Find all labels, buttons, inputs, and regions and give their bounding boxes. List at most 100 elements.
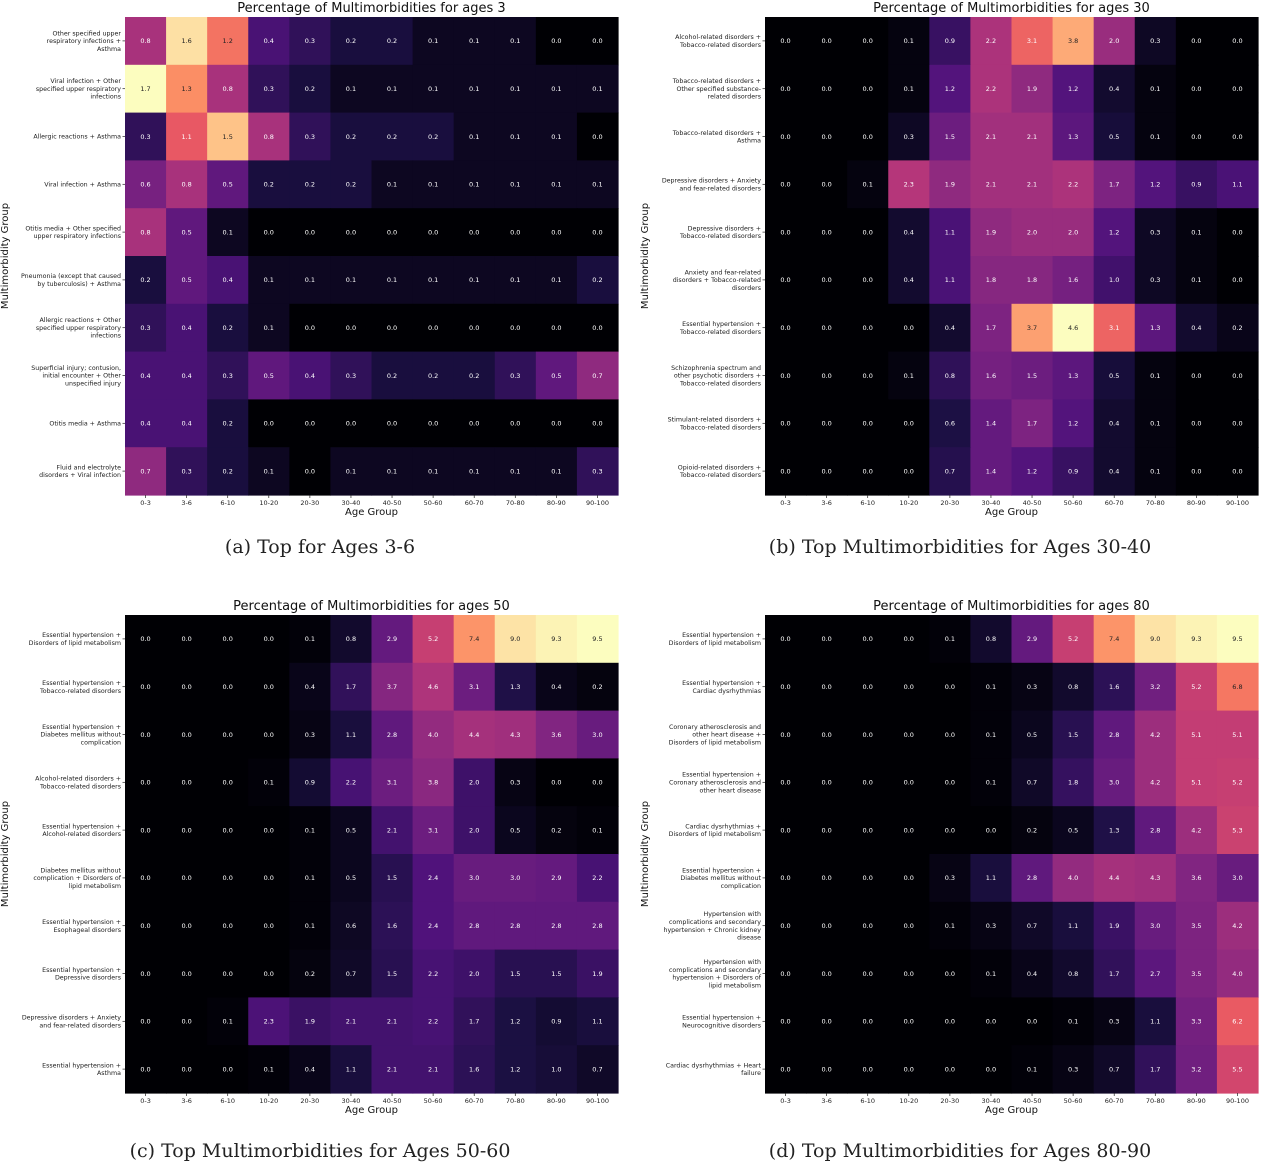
- cell-value-label: 2.9: [387, 635, 397, 643]
- cell-value-label: 5.1: [1232, 731, 1242, 739]
- heatmap-cell: [330, 806, 373, 855]
- cell-value-label: 5.1: [1191, 779, 1201, 787]
- cell-value-label: 0.2: [387, 133, 397, 141]
- cell-value-label: 0.8: [223, 85, 233, 93]
- cell-value-label: 1.7: [1027, 420, 1037, 428]
- cell-value-label: 1.2: [1068, 85, 1078, 93]
- cell-value-label: 0.0: [510, 420, 520, 428]
- heatmap-cell: [535, 806, 578, 855]
- cell-value-label: 0.4: [945, 324, 955, 332]
- row-label: Cardiac dysrhythmias + Disorders of lipid…: [669, 823, 761, 838]
- heatmap-cell: [1093, 447, 1136, 496]
- heatmap-cell: [125, 997, 167, 1046]
- heatmap-cell: [1011, 806, 1054, 855]
- heatmap-cell: [125, 256, 167, 305]
- heatmap-cell: [289, 303, 332, 353]
- x-tick-label: 90-100: [1226, 499, 1249, 507]
- cell-value-label: 9.5: [592, 635, 602, 643]
- x-tick-label: 70-80: [506, 499, 525, 507]
- heatmap-cell: [1216, 208, 1259, 257]
- cell-value-label: 0.1: [223, 1018, 233, 1026]
- cell-value-label: 1.0: [1109, 276, 1119, 284]
- cell-value-label: 0.0: [1232, 37, 1242, 45]
- cell-value-label: 1.1: [945, 276, 955, 284]
- cell-value-label: 0.5: [1068, 826, 1078, 834]
- heatmap-cell: [1134, 303, 1177, 353]
- cell-value-label: 0.0: [223, 922, 233, 930]
- heatmap-cell: [1093, 399, 1136, 448]
- cell-value-label: 0.3: [346, 372, 356, 380]
- cell-value-label: 1.5: [223, 133, 233, 141]
- cell-value-label: 0.3: [305, 37, 315, 45]
- cell-value-label: 0.0: [863, 228, 873, 236]
- heatmap-cell: [330, 112, 373, 161]
- heatmap-cell: [289, 854, 332, 903]
- x-tick-label: 6-10: [220, 499, 235, 507]
- cell-value-label: 0.0: [821, 467, 831, 475]
- cell-value-label: 0.0: [223, 970, 233, 978]
- heatmap-cell: [1134, 758, 1177, 807]
- cell-value-label: 0.3: [1109, 1018, 1119, 1026]
- heatmap-cell: [888, 64, 930, 114]
- heatmap-cell: [412, 901, 455, 951]
- cell-value-label: 2.8: [1027, 874, 1037, 882]
- heatmap-cell: [330, 17, 373, 66]
- row-label: Superficial injury; contusion, initial en…: [31, 365, 121, 388]
- heatmap-cell: [765, 351, 807, 400]
- cell-value-label: 1.1: [181, 133, 191, 141]
- heatmap-cell: [371, 901, 414, 951]
- heatmap-cell: [371, 854, 414, 903]
- cell-value-label: 0.1: [1068, 1018, 1078, 1026]
- heatmap-cell: [166, 160, 208, 209]
- cell-value-label: 0.3: [1150, 276, 1160, 284]
- heatmap-cell: [1093, 17, 1136, 66]
- cell-value-label: 0.4: [904, 228, 914, 236]
- cell-value-label: 0.0: [551, 324, 561, 332]
- row-label: Stimulant-related disorders + Tobacco-rel…: [668, 417, 761, 432]
- cell-value-label: 0.0: [863, 324, 873, 332]
- row-label: Pneumonia (except that caused by tubercul…: [21, 273, 121, 288]
- heatmap-cell: [765, 399, 807, 448]
- heatmap-cell: [207, 662, 249, 712]
- cell-value-label: 0.0: [986, 826, 996, 834]
- cell-value-label: 3.1: [1027, 37, 1037, 45]
- heatmap-cell: [847, 17, 889, 66]
- cell-value-label: 4.2: [1232, 922, 1242, 930]
- cell-value-label: 0.0: [821, 37, 831, 45]
- caption-a: (a) Top for Ages 3-6: [224, 536, 416, 558]
- cell-value-label: 1.8: [986, 276, 996, 284]
- cell-value-label: 0.4: [264, 37, 274, 45]
- heatmap-cell: [453, 854, 496, 903]
- cell-value-label: 1.7: [469, 1018, 479, 1026]
- heatmap-cell: [1052, 64, 1095, 114]
- x-tick-label: 6-10: [860, 1097, 875, 1105]
- cell-value-label: 0.0: [1191, 37, 1201, 45]
- heatmap-cell: [248, 160, 290, 209]
- cell-value-label: 0.4: [305, 1065, 315, 1073]
- x-tick-label: 60-70: [1105, 499, 1124, 507]
- cell-value-label: 0.3: [223, 372, 233, 380]
- heatmap-cell: [847, 997, 889, 1046]
- heatmap-cell: [166, 447, 208, 496]
- heatmap-cell: [929, 256, 972, 305]
- heatmap-cell: [1216, 351, 1259, 400]
- x-tick-label: 40-50: [383, 499, 402, 507]
- heatmap-cell: [576, 949, 619, 998]
- heatmap-cell: [765, 806, 807, 855]
- heatmap-cell: [970, 997, 1013, 1046]
- y-axis-label: Multimorbidity Group: [0, 203, 11, 309]
- heatmap-cell: [576, 1045, 619, 1094]
- heatmap-cell: [847, 303, 889, 353]
- heatmap-cell: [806, 160, 848, 209]
- heatmap-cell: [371, 1045, 414, 1094]
- heatmap-cell: [289, 806, 332, 855]
- cell-value-label: 0.1: [387, 276, 397, 284]
- heatmap-cell: [453, 662, 496, 712]
- heatmap-cell: [1134, 710, 1177, 759]
- cell-value-label: 0.5: [1109, 133, 1119, 141]
- heatmap-cell: [289, 447, 332, 496]
- heatmap-cell: [576, 710, 619, 759]
- cell-value-label: 0.0: [1191, 85, 1201, 93]
- cell-value-label: 2.2: [986, 85, 996, 93]
- cell-value-label: 1.2: [1027, 467, 1037, 475]
